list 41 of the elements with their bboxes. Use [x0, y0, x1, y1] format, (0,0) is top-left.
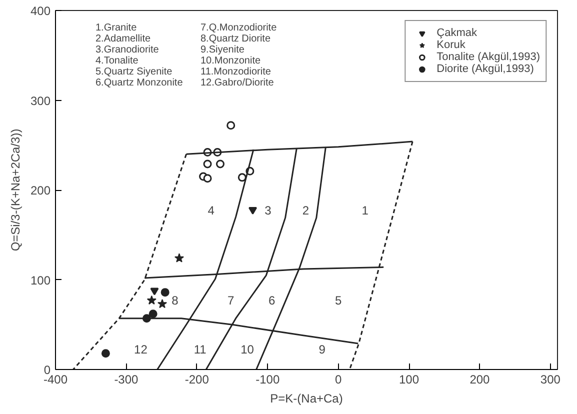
y-tick-label: 300: [30, 94, 51, 108]
x-tick-label: 0: [334, 372, 342, 386]
annotation: 9.Siyenite: [200, 44, 245, 56]
y-axis-title: Q=Si/3-(K+Na+2Ca/3)): [8, 128, 22, 252]
x-tick-label: -200: [184, 372, 210, 386]
x-axis-title: P=K-(Na+Ca): [270, 392, 343, 406]
annotation: 8: [172, 294, 179, 308]
x-tick-label: 200: [470, 372, 490, 386]
legend-label: Koruk: [436, 39, 466, 51]
annotation: 5.Quartz Siyenite: [96, 66, 173, 78]
annotation: 7.Q.Monzodiorite: [200, 22, 278, 34]
annotation: 10: [240, 342, 254, 356]
annotation: 2.Adamellite: [96, 34, 151, 44]
x-tick-label: 100: [399, 372, 420, 386]
annotation: 7: [228, 294, 235, 308]
annotation: 8.Quartz Diorite: [200, 34, 271, 44]
annotation: 3: [264, 204, 272, 218]
annotation: 11.Monzodiorite: [200, 66, 272, 78]
annotation: 1: [362, 204, 369, 218]
x-tick-label: 300: [540, 372, 561, 386]
legend-label: Diorite (Akgül,1993): [436, 63, 534, 75]
annotation: 3.Granodiorite: [96, 44, 160, 56]
legend-label: Çakmak: [436, 27, 477, 39]
annotation: 1.Granite: [96, 22, 138, 34]
annotation: 6.Quartz Monzonite: [96, 78, 184, 88]
y-tick-label: 200: [30, 184, 51, 198]
y-tick-label: 400: [30, 4, 51, 18]
x-tick-label: -300: [114, 372, 139, 386]
annotation: 6: [268, 294, 276, 308]
y-tick-label: 100: [30, 273, 51, 288]
annotation: 2: [302, 204, 310, 218]
annotation: 4: [208, 204, 215, 218]
annotation: 10.Monzonite: [200, 56, 261, 66]
x-tick-label: -100: [256, 372, 280, 386]
annotation: 12.Gabro/Diorite: [200, 78, 274, 88]
annotation: 4.Tonalite: [96, 56, 139, 66]
annotation: 11: [194, 342, 207, 356]
annotation: 5: [334, 294, 342, 308]
annotation: 9: [318, 342, 326, 356]
annotation: 12: [134, 342, 148, 356]
legend-label: Tonalite (Akgül,1993): [436, 51, 540, 63]
